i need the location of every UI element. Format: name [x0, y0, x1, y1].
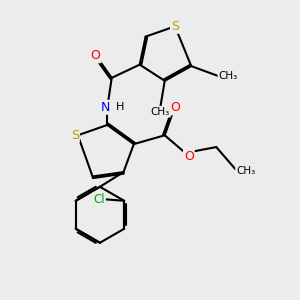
Text: O: O: [91, 49, 100, 62]
Text: CH₃: CH₃: [218, 71, 238, 81]
Text: O: O: [170, 101, 180, 114]
Text: CH₃: CH₃: [236, 166, 255, 176]
Text: S: S: [171, 20, 179, 33]
Text: N: N: [101, 101, 110, 114]
Text: H: H: [116, 102, 124, 112]
Text: CH₃: CH₃: [151, 107, 170, 117]
Text: S: S: [71, 129, 79, 142]
Text: O: O: [184, 150, 194, 163]
Text: Cl: Cl: [93, 193, 105, 206]
